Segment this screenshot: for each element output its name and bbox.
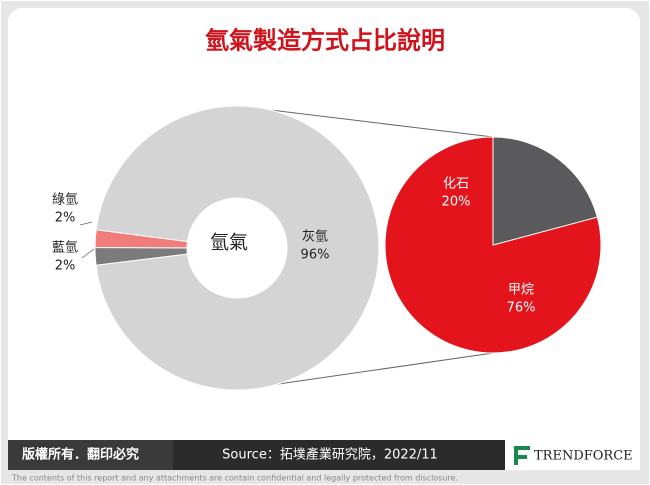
leader-line xyxy=(81,248,95,259)
logo-box xyxy=(505,440,640,470)
source: Source：拓墣產業研究院，2022/11 xyxy=(222,447,438,463)
center-label: 氫氣 xyxy=(210,232,248,254)
data-label: 20% xyxy=(442,195,471,210)
data-label-name: 藍氫 xyxy=(52,241,78,256)
data-label: 2% xyxy=(55,211,76,226)
chart-title: 氫氣製造方式占比說明 xyxy=(205,26,445,55)
data-label: 2% xyxy=(55,259,76,274)
footer-left xyxy=(8,440,173,470)
data-label: 96% xyxy=(301,248,330,263)
connector xyxy=(236,105,494,138)
logo: TRENDFORCE xyxy=(534,449,633,464)
disclaimer: The contents of this report and any atta… xyxy=(11,474,458,483)
data-label-name: 灰氫 xyxy=(302,230,328,245)
logo-icon xyxy=(514,446,530,465)
data-label: 76% xyxy=(507,301,536,316)
leader-line xyxy=(79,221,93,226)
data-label-name: 綠氫 xyxy=(52,193,78,208)
plot: 氫氣 灰氫 96% 綠氫 2% 藍氫 2% 甲烷 76% 化石 20% xyxy=(52,105,602,391)
pie-slice xyxy=(492,136,598,246)
donut-slice xyxy=(95,105,380,391)
rights: 版權所有．翻印必究 xyxy=(22,447,139,463)
data-label-name: 化石 xyxy=(443,177,469,192)
data-label-name: 甲烷 xyxy=(508,283,534,298)
